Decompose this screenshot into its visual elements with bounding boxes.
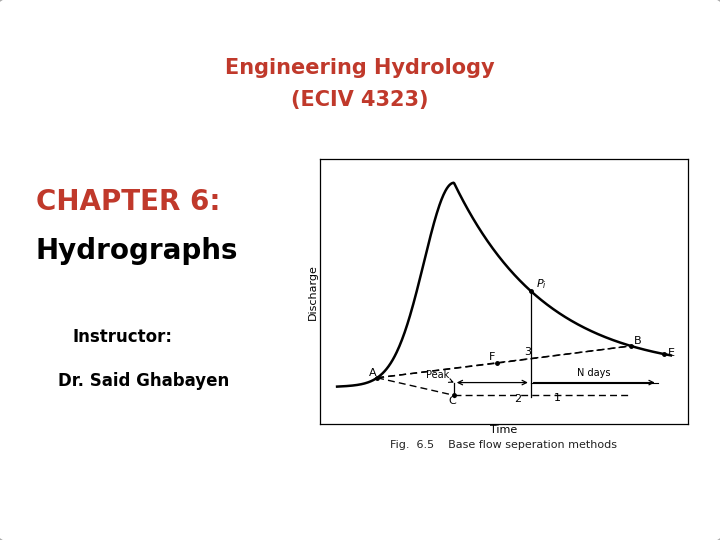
X-axis label: Time: Time xyxy=(490,426,518,435)
Text: Dr. Said Ghabayen: Dr. Said Ghabayen xyxy=(58,372,229,390)
Text: CHAPTER 6:: CHAPTER 6: xyxy=(36,188,220,217)
Text: $P_i$: $P_i$ xyxy=(536,278,546,291)
Text: (ECIV 4323): (ECIV 4323) xyxy=(292,90,428,110)
Text: 3: 3 xyxy=(524,347,531,356)
Y-axis label: Discharge: Discharge xyxy=(307,264,318,320)
Text: E: E xyxy=(667,348,675,357)
Text: Peak: Peak xyxy=(426,370,449,380)
Text: 1: 1 xyxy=(554,393,561,403)
Text: C: C xyxy=(449,396,456,406)
Text: 2: 2 xyxy=(514,394,521,404)
Text: F: F xyxy=(489,352,495,362)
Text: Engineering Hydrology: Engineering Hydrology xyxy=(225,57,495,78)
Text: Instructor:: Instructor: xyxy=(72,328,172,347)
Text: Hydrographs: Hydrographs xyxy=(36,237,238,265)
Text: Fig.  6.5    Base flow seperation methods: Fig. 6.5 Base flow seperation methods xyxy=(390,441,618,450)
Text: A: A xyxy=(369,368,377,379)
Text: B: B xyxy=(634,336,642,346)
Text: N days: N days xyxy=(577,368,611,379)
